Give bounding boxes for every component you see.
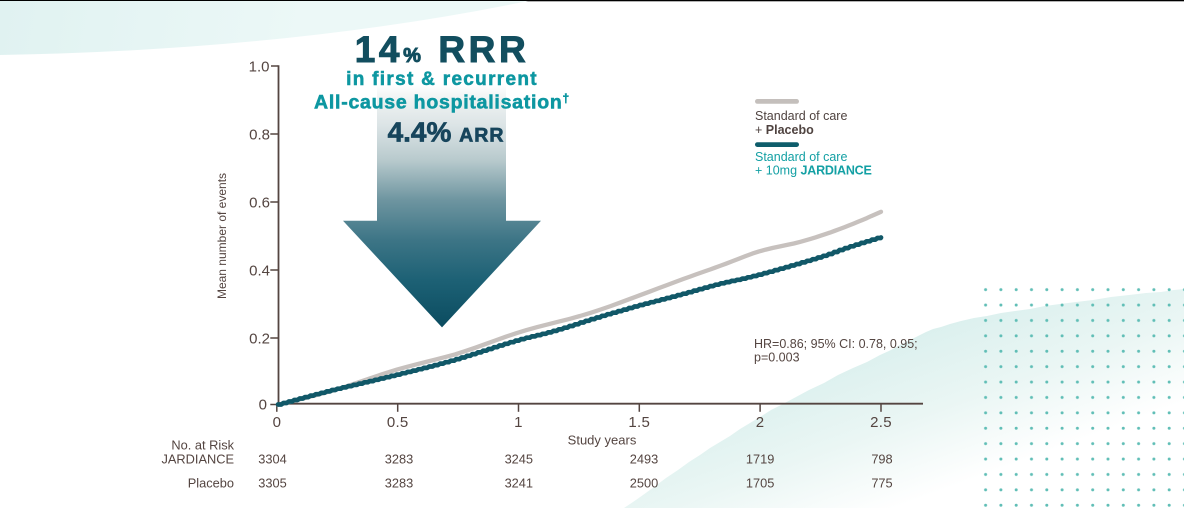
svg-text:3283: 3283: [385, 452, 413, 467]
svg-text:1.0: 1.0: [249, 59, 270, 76]
svg-text:JARDIANCE: JARDIANCE: [161, 452, 234, 467]
svg-text:No. at Risk: No. at Risk: [171, 438, 234, 453]
svg-text:2493: 2493: [630, 452, 658, 467]
svg-text:+ Placebo: + Placebo: [755, 123, 814, 137]
svg-text:0.8: 0.8: [249, 127, 270, 144]
svg-text:2.5: 2.5: [870, 414, 892, 431]
svg-text:2: 2: [756, 414, 765, 431]
svg-text:3241: 3241: [505, 476, 533, 491]
svg-text:Study years: Study years: [568, 433, 637, 448]
svg-text:Mean number of events: Mean number of events: [215, 173, 229, 299]
svg-text:Standard of care: Standard of care: [755, 150, 847, 164]
svg-text:0.2: 0.2: [249, 331, 270, 348]
svg-text:1719: 1719: [746, 452, 774, 467]
svg-text:3245: 3245: [505, 452, 533, 467]
svg-text:0: 0: [273, 414, 282, 431]
svg-text:Standard of care: Standard of care: [755, 109, 847, 123]
svg-text:0.4: 0.4: [249, 263, 270, 280]
svg-text:in first & recurrent: in first & recurrent: [346, 69, 538, 90]
svg-text:0: 0: [259, 397, 267, 414]
svg-text:p=0.003: p=0.003: [754, 351, 800, 365]
svg-text:0.6: 0.6: [249, 195, 270, 212]
svg-text:HR=0.86; 95% CI: 0.78, 0.95;: HR=0.86; 95% CI: 0.78, 0.95;: [754, 337, 918, 351]
svg-text:3304: 3304: [258, 452, 286, 467]
svg-text:0.5: 0.5: [387, 414, 409, 431]
svg-text:775: 775: [871, 476, 892, 491]
svg-text:3283: 3283: [385, 476, 413, 491]
svg-text:1705: 1705: [746, 476, 774, 491]
svg-text:+ 10mg JARDIANCE: + 10mg JARDIANCE: [755, 164, 872, 178]
svg-text:All-cause hospitalisation†: All-cause hospitalisation†: [314, 92, 570, 114]
svg-text:798: 798: [871, 452, 892, 467]
svg-text:2500: 2500: [630, 476, 658, 491]
svg-text:Placebo: Placebo: [188, 476, 234, 491]
svg-text:1: 1: [514, 414, 523, 431]
svg-text:1.5: 1.5: [628, 414, 650, 431]
svg-text:14% RRR: 14% RRR: [355, 29, 530, 70]
svg-text:3305: 3305: [258, 476, 286, 491]
